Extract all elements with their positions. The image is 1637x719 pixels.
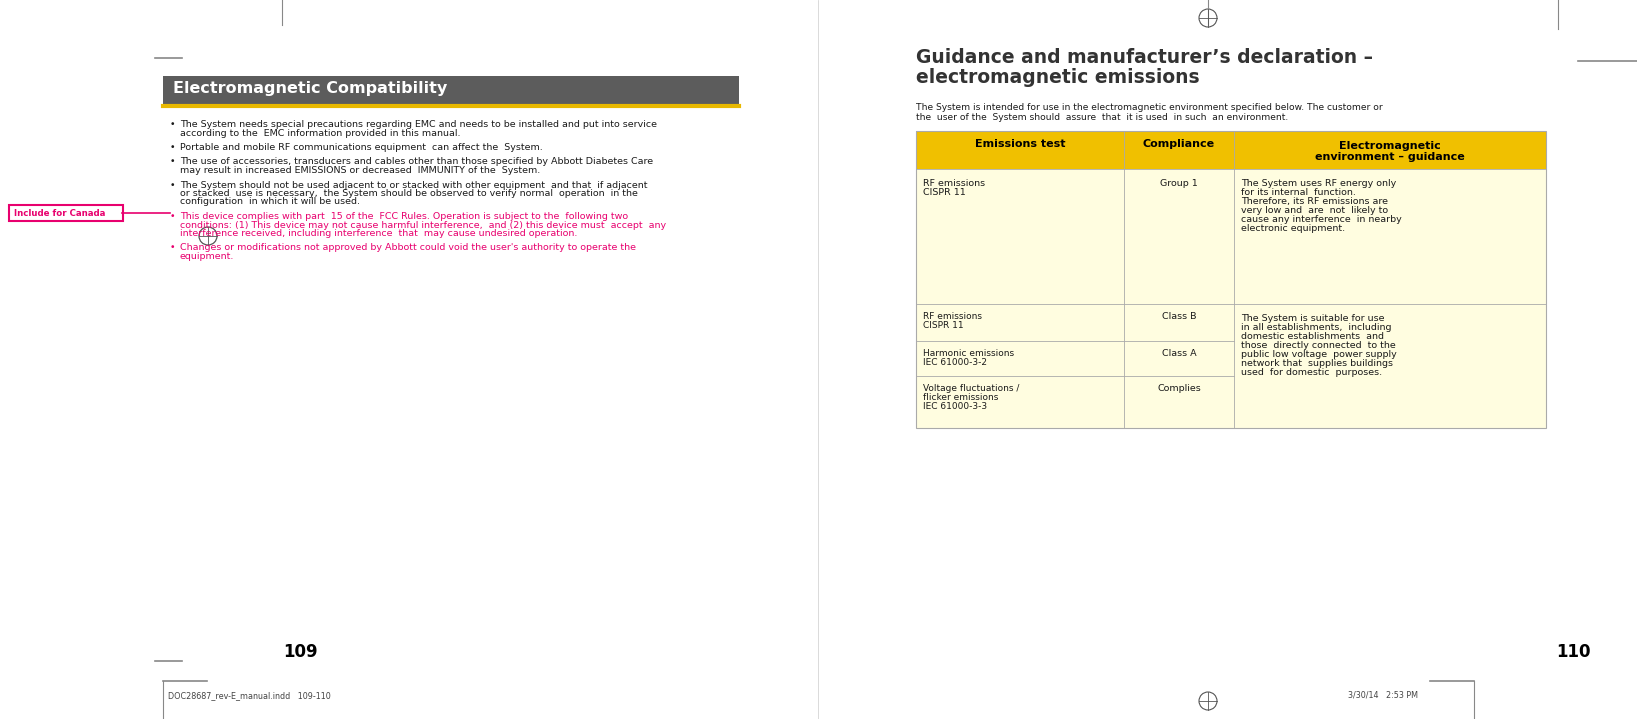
Text: The System needs special precautions regarding EMC and needs to be installed and: The System needs special precautions reg… [180,120,656,129]
Bar [1125,131,1234,169]
Bar [1125,169,1234,304]
Text: Electromagnetic: Electromagnetic [1339,141,1441,151]
Text: Class A: Class A [1162,349,1197,358]
Text: •: • [170,120,175,129]
Text: •: • [170,157,175,167]
Text: interference received, including interference  that  may cause undesired operati: interference received, including interfe… [180,229,578,238]
Text: The System is intended for use in the electromagnetic environment specified belo: The System is intended for use in the el… [917,103,1383,112]
Text: CISPR 11: CISPR 11 [923,188,966,197]
Text: Emissions test: Emissions test [974,139,1066,149]
Text: those  directly connected  to the: those directly connected to the [1241,341,1396,350]
Text: 110: 110 [1557,643,1591,661]
Text: Guidance and manufacturer’s declaration –: Guidance and manufacturer’s declaration … [917,48,1373,67]
Text: The System uses RF energy only: The System uses RF energy only [1241,179,1396,188]
Text: RF emissions: RF emissions [923,312,982,321]
Text: Class B: Class B [1162,312,1197,321]
Text: flicker emissions: flicker emissions [923,393,999,402]
Text: The use of accessories, transducers and cables other than those specified by Abb: The use of accessories, transducers and … [180,157,653,167]
Text: Harmonic emissions: Harmonic emissions [923,349,1015,358]
Text: CISPR 11: CISPR 11 [923,321,964,330]
Bar [1234,131,1545,169]
Text: The System is suitable for use: The System is suitable for use [1241,314,1385,323]
Text: Complies: Complies [1157,384,1202,393]
Text: according to the  EMC information provided in this manual.: according to the EMC information provide… [180,129,460,137]
Bar [917,169,1125,304]
Text: environment – guidance: environment – guidance [1315,152,1465,162]
Text: equipment.: equipment. [180,252,234,261]
Text: RF emissions: RF emissions [923,179,985,188]
Text: may result in increased EMISSIONS or decreased  IMMUNITY of the  System.: may result in increased EMISSIONS or dec… [180,166,540,175]
Text: conditions: (1) This device may not cause harmful interference,  and (2) this de: conditions: (1) This device may not caus… [180,221,666,229]
Bar [1125,376,1234,428]
Text: 109: 109 [283,643,318,661]
Text: Changes or modifications not approved by Abbott could void the user's authority : Changes or modifications not approved by… [180,244,637,252]
Bar [917,376,1125,428]
Bar [1234,304,1545,428]
Text: for its internal  function.: for its internal function. [1241,188,1355,197]
Text: cause any interference  in nearby: cause any interference in nearby [1241,215,1401,224]
Text: This device complies with part  15 of the  FCC Rules. Operation is subject to th: This device complies with part 15 of the… [180,212,629,221]
Text: in all establishments,  including: in all establishments, including [1241,323,1391,332]
Bar [164,76,738,106]
Text: •: • [170,143,175,152]
FancyBboxPatch shape [8,205,123,221]
Text: public low voltage  power supply: public low voltage power supply [1241,350,1396,359]
Text: network that  supplies buildings: network that supplies buildings [1241,359,1393,368]
Bar [1234,169,1545,304]
Bar [917,131,1125,169]
Text: Compliance: Compliance [1143,139,1215,149]
Text: Therefore, its RF emissions are: Therefore, its RF emissions are [1241,197,1388,206]
Text: Group 1: Group 1 [1161,179,1198,188]
Bar [917,304,1125,341]
Text: •: • [170,180,175,190]
Text: very low and  are  not  likely to: very low and are not likely to [1241,206,1388,215]
Text: DOC28687_rev-E_manual.indd   109-110: DOC28687_rev-E_manual.indd 109-110 [169,691,331,700]
Text: •: • [170,244,175,252]
Text: IEC 61000-3-2: IEC 61000-3-2 [923,358,987,367]
Text: 3/30/14   2:53 PM: 3/30/14 2:53 PM [1347,691,1418,700]
Text: •: • [170,212,175,221]
Text: electronic equipment.: electronic equipment. [1241,224,1346,233]
Bar [1125,341,1234,376]
Text: Portable and mobile RF communications equipment  can affect the  System.: Portable and mobile RF communications eq… [180,143,543,152]
Text: IEC 61000-3-3: IEC 61000-3-3 [923,402,987,411]
Text: or stacked  use is necessary,  the System should be observed to verify normal  o: or stacked use is necessary, the System … [180,189,638,198]
Text: Electromagnetic Compatibility: Electromagnetic Compatibility [174,81,447,96]
Bar [917,341,1125,376]
Text: Voltage fluctuations /: Voltage fluctuations / [923,384,1020,393]
Text: Include for Canada: Include for Canada [15,209,105,218]
Bar [1125,304,1234,341]
Text: electromagnetic emissions: electromagnetic emissions [917,68,1200,87]
Text: The System should not be used adjacent to or stacked with other equipment  and t: The System should not be used adjacent t… [180,180,648,190]
Text: the  user of the  System should  assure  that  it is used  in such  an environme: the user of the System should assure tha… [917,113,1288,122]
Text: domestic establishments  and: domestic establishments and [1241,332,1383,341]
Text: used  for domestic  purposes.: used for domestic purposes. [1241,368,1382,377]
Bar [917,131,1545,428]
Text: configuration  in which it will be used.: configuration in which it will be used. [180,198,360,206]
